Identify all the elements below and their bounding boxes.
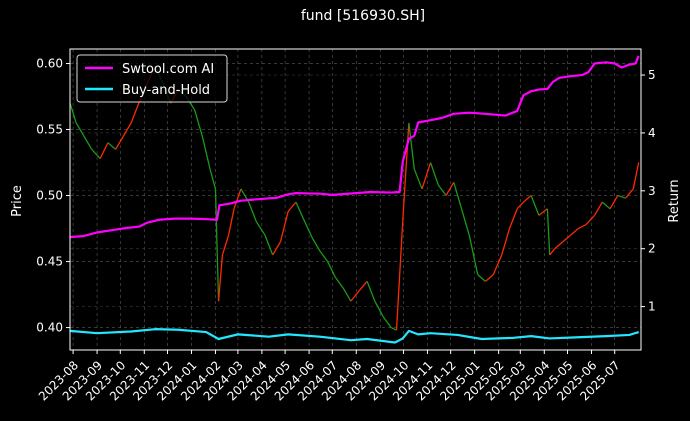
price-segment [485,274,494,282]
price-segment [554,241,564,249]
return-series [69,55,640,344]
legend-label-swtool: Swtool.com AI [122,62,214,77]
price-segment [437,184,447,196]
left-y-tick-label: 0.45 [36,255,63,269]
price-segment [272,241,282,256]
left-y-tick-label: 0.40 [36,321,63,335]
price-segment [287,201,297,212]
price-segment [453,182,463,209]
price-segment [334,277,344,289]
price-segment [585,214,596,226]
price-segment [492,254,503,276]
swtool-return-line [69,55,640,239]
price-segment [342,287,352,302]
left-y-tick-label: 0.50 [36,189,63,203]
price-segment [217,254,224,302]
price-segment [468,235,479,275]
price-segment [609,195,619,210]
price-segment [546,208,551,255]
price-segment [122,122,132,137]
right-y-tick-label: 2 [648,242,656,256]
price-segment [413,168,423,190]
buy-and-hold-return-line [69,328,640,344]
right-axis-ticks: 1 2 3 4 5 [641,68,656,314]
right-y-tick-label: 5 [648,68,656,82]
price-segment [625,188,634,199]
left-axis-ticks: 0.40 0.45 0.50 0.55 0.60 [36,57,70,335]
price-segment [501,228,511,256]
price-segment [460,208,470,236]
price-segment [522,195,532,203]
price-segment [421,162,432,190]
price-segment [248,201,258,223]
price-segment [130,102,140,124]
right-y-tick-label: 1 [648,300,656,314]
price-segment [115,135,124,150]
price-segment [530,195,540,216]
price-segment [508,208,518,229]
price-segment [233,188,242,209]
price-segment [408,122,415,170]
price-segment [279,211,289,242]
left-y-tick-label: 0.60 [36,57,63,71]
price-segment [594,201,603,216]
price-segment [374,300,384,318]
left-axis-label: Price [10,185,25,217]
price-segment [83,135,93,150]
left-y-tick-label: 0.55 [36,123,63,137]
price-segment [395,221,404,331]
price-segment [75,122,85,137]
price-segment [214,188,220,302]
price-segment [390,326,397,331]
price-segment [549,247,556,256]
price-segment [227,208,235,236]
right-y-tick-label: 4 [648,126,656,140]
price-segment [382,316,392,328]
price-segment [193,109,203,137]
right-y-tick-label: 3 [648,184,656,198]
price-segment [601,201,611,210]
legend: Swtool.com AI Buy-and-Hold [76,54,228,103]
price-segment [516,201,524,210]
price-segment [221,234,230,256]
price-segment [327,261,336,278]
price-segment [209,168,217,190]
price-segment [295,201,305,220]
price-segment [99,142,109,159]
price-segment [319,250,329,262]
price-segment [201,135,211,170]
price-segment [562,234,572,243]
right-axis-label: Return [667,179,682,222]
price-segment [366,281,376,302]
legend-box [76,54,228,103]
price-segment [107,142,117,150]
price-segment [255,221,266,236]
price-segment [429,162,439,186]
price-segment [91,148,101,160]
price-segment [477,274,486,282]
price-segment [303,219,313,239]
price-segment [311,237,321,252]
price-segment [578,224,587,230]
price-segment [632,162,640,190]
chart-title: fund [516930.SH] [301,8,425,24]
price-segment [445,182,455,196]
plot-frame [69,48,642,351]
legend-label-buy-and-hold: Buy-and-Hold [122,83,210,98]
price-segment [69,102,77,124]
price-segment [358,280,368,292]
price-segment [570,228,579,236]
price-segment [264,234,274,256]
price-segment [538,208,548,216]
price-segment [617,194,626,199]
price-segment [350,290,360,302]
